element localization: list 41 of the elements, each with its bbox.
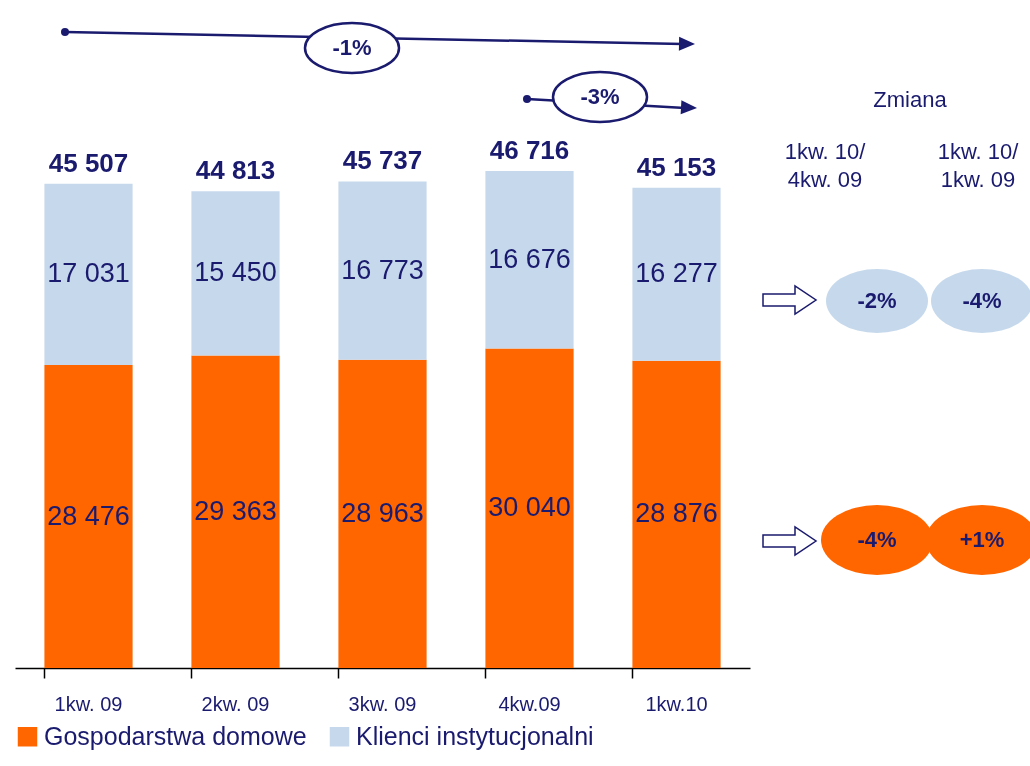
x-tick-label: 2kw. 09 [201, 692, 270, 715]
data-label: 30 040 [488, 492, 571, 523]
x-tick-label: 1kw.10 [645, 692, 708, 715]
text: -4% [962, 287, 1002, 315]
total-label: 44 813 [195, 155, 276, 186]
x-tick-label: 3kw. 09 [348, 692, 417, 715]
data-label: 28 963 [341, 497, 424, 528]
total-label: 45 507 [48, 147, 129, 178]
total-label: 46 716 [489, 135, 570, 165]
bar [191, 191, 280, 356]
bar [485, 348, 574, 668]
legend-label: Gospodarstwa domowe [44, 721, 307, 750]
data-label: 15 450 [194, 257, 277, 288]
text: -2% [857, 287, 897, 315]
data-label: 16 676 [488, 243, 571, 274]
bar [338, 181, 427, 360]
data-label: 28 476 [47, 500, 130, 531]
data-label: 29 363 [194, 495, 277, 526]
text: Zmiana [873, 86, 947, 114]
data-label: 28 876 [635, 498, 718, 529]
text: -1% [332, 34, 372, 62]
bar [191, 355, 280, 668]
bar [485, 171, 574, 349]
x-tick-label: 1kw. 09 [54, 692, 123, 715]
bar [632, 360, 721, 668]
data-label: 16 773 [341, 254, 424, 285]
total-label: 45 153 [636, 151, 717, 182]
x-tick-label: 4kw.09 [498, 692, 561, 715]
text: -3% [580, 83, 620, 111]
text: -4% [857, 526, 897, 554]
bar [44, 183, 133, 366]
bar [338, 359, 427, 668]
data-label: 17 031 [47, 258, 130, 289]
text: +1% [959, 526, 1005, 554]
bar [632, 187, 721, 361]
total-label: 45 737 [342, 145, 423, 176]
bar [44, 365, 133, 668]
text: 1kw. 10/ 1kw. 09 [937, 137, 1019, 193]
text: 1kw. 10/ 4kw. 09 [784, 137, 866, 193]
legend-label: Klienci instytucjonalni [356, 721, 594, 750]
data-label: 16 277 [635, 258, 718, 289]
